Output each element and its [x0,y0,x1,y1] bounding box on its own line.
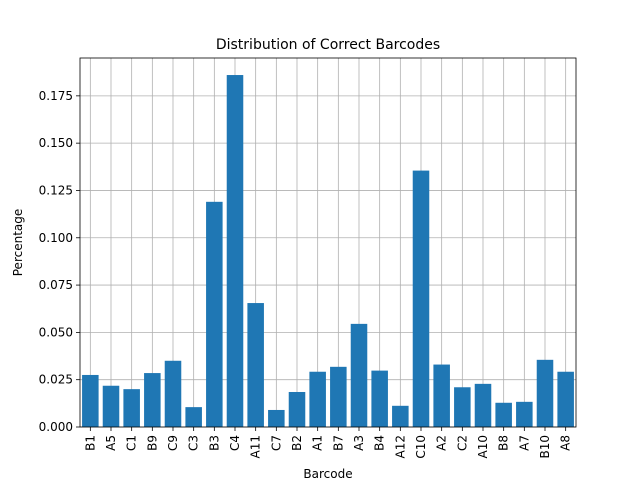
plot-frame [79,57,577,428]
x-tick-label: A5 [104,435,118,451]
x-tick-label: B10 [538,435,552,459]
x-tick-label: A10 [476,435,490,458]
grid [80,58,576,428]
x-tick-label: A1 [311,435,325,451]
x-tick-label: C4 [228,435,242,451]
bar-A1 [309,371,326,427]
bar-C7 [268,409,285,427]
x-tick-label: B8 [497,435,511,451]
y-tick-label: 0.125 [39,183,73,197]
x-tick-label: B4 [373,435,387,451]
bar-A11 [247,303,264,427]
bar-B10 [536,359,554,427]
y-tick-label: 0.150 [39,136,73,150]
x-tick-label: A7 [517,435,531,451]
bar-B7 [330,366,347,427]
bar-B4 [371,370,388,427]
x-tick-label: B2 [290,435,304,451]
y-tick-label: 0.050 [39,325,73,339]
x-tick-label: C7 [269,435,283,451]
bar-B9 [144,373,161,427]
bar-A2 [433,364,450,427]
x-tick-label: B1 [83,435,97,451]
x-tick-label: A2 [435,435,449,451]
x-tick-label: C10 [414,435,428,459]
x-tick-label: A12 [393,435,407,458]
x-tick-label: B7 [331,435,345,451]
y-tick-label: 0.100 [39,231,73,245]
bar-A7 [516,401,533,427]
x-tick-label: C3 [187,435,201,451]
x-ticks: B1 A5 C1 B9 C9 C3 B3 C4 A11 C7 B2 A1 B7 A3 B4 A12 C10 A2 C… [83,427,573,459]
bar-C1 [123,389,140,427]
x-axis-label: Barcode [303,467,352,480]
x-tick-label: C1 [125,435,139,451]
bar-A12 [392,405,409,427]
x-tick-label: B9 [145,435,159,451]
x-tick-label: C2 [455,435,469,451]
bar-A5 [102,385,120,427]
bar-C3 [185,407,202,427]
x-tick-label: C9 [166,435,180,451]
y-axis-label: Percentage [11,209,25,277]
x-tick-label: A11 [249,435,263,458]
bars [82,75,574,428]
bar-C10 [412,170,430,428]
y-tick-label: 0.025 [39,373,73,387]
bar-A8 [557,371,574,427]
bar-C9 [164,360,182,427]
y-tick-label: 0.075 [39,278,73,292]
x-tick-label: B3 [207,435,221,451]
y-tick-label: 0.000 [39,420,73,434]
bar-A3 [350,323,368,427]
bar-C4 [226,75,244,428]
y-ticks: 0.000 0.025 0.050 0.075 0.100 0.125 0.150 0.175 [39,89,80,434]
chart-title: Distribution of Correct Barcodes [216,37,440,53]
bar-B8 [495,402,512,427]
y-tick-label: 0.175 [39,89,73,103]
bar-A10 [474,383,492,427]
bar-C2 [454,387,471,427]
x-tick-label: A3 [352,435,366,451]
bar-B1 [82,374,99,427]
bar-B2 [288,391,306,427]
bar-B3 [206,201,223,427]
x-tick-label: A8 [559,435,573,451]
